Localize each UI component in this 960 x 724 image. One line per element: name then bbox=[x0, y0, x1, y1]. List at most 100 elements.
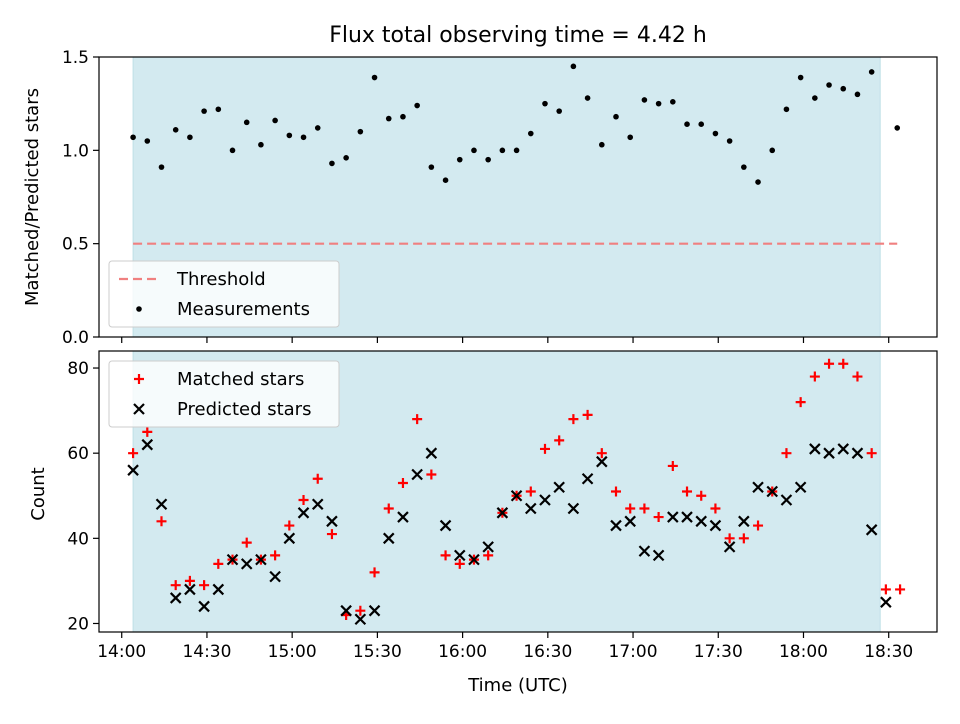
predicted-star-point bbox=[695, 515, 708, 528]
measurement-point bbox=[172, 127, 179, 133]
matched-star-point bbox=[724, 533, 735, 544]
predicted-star-point bbox=[184, 583, 196, 596]
y-tick-label: 1.0 bbox=[62, 141, 89, 161]
predicted-star-point bbox=[269, 570, 281, 583]
matched-star-point bbox=[611, 486, 622, 497]
matched-star-point bbox=[795, 397, 806, 408]
x-tick-label: 15:30 bbox=[353, 642, 402, 662]
measurement-point bbox=[613, 113, 619, 120]
matched-star-point bbox=[383, 503, 394, 514]
predicted-star-point bbox=[397, 511, 409, 523]
predicted-star-point bbox=[212, 583, 225, 596]
predicted-star-point bbox=[752, 481, 764, 494]
measurement-point bbox=[684, 121, 690, 127]
predicted-star-point bbox=[340, 604, 352, 617]
predicted-star-point bbox=[638, 545, 651, 557]
predicted-star-point bbox=[553, 481, 565, 494]
x-axis-label: Time (UTC) bbox=[467, 675, 568, 696]
matched-star-point bbox=[809, 371, 820, 382]
predicted-star-point bbox=[297, 507, 310, 519]
predicted-star-point bbox=[127, 464, 139, 476]
predicted-star-point bbox=[738, 515, 750, 528]
measurement-point bbox=[797, 74, 804, 81]
matched-star-point bbox=[298, 495, 309, 506]
matched-star-point bbox=[582, 409, 593, 420]
predicted-star-point bbox=[354, 613, 367, 626]
matched-star-point bbox=[639, 503, 650, 514]
measurement-point bbox=[243, 119, 250, 126]
measurement-point bbox=[272, 117, 278, 124]
y-tick-label: 40 bbox=[67, 529, 89, 549]
measurement-point bbox=[471, 147, 477, 154]
matched-star-point bbox=[596, 448, 607, 459]
measurement-point bbox=[755, 179, 761, 185]
matched-star-point bbox=[568, 414, 579, 425]
legend-dot-swatch bbox=[136, 306, 142, 312]
measurement-point bbox=[513, 147, 520, 154]
measurement-point bbox=[144, 138, 151, 144]
legend: Matched stars Predicted stars bbox=[108, 360, 340, 428]
y-tick-label: 0.5 bbox=[62, 235, 89, 255]
measurement-point bbox=[854, 91, 861, 98]
x-tick-label: 15:00 bbox=[268, 642, 317, 662]
predicted-star-point bbox=[496, 507, 509, 519]
matched-star-point bbox=[241, 537, 252, 548]
matched-star-point bbox=[667, 460, 678, 471]
measurement-point bbox=[414, 102, 420, 109]
legend-label: Measurements bbox=[177, 299, 310, 320]
matched-star-point bbox=[142, 426, 153, 437]
matched-star-point bbox=[738, 533, 749, 544]
measurement-point bbox=[570, 63, 577, 70]
predicted-star-point bbox=[482, 541, 494, 553]
matched-star-point bbox=[369, 567, 380, 578]
predicted-star-point bbox=[411, 468, 423, 481]
predicted-star-point bbox=[837, 443, 850, 455]
measurement-point bbox=[456, 156, 463, 163]
x-tick-label: 17:30 bbox=[694, 642, 743, 662]
predicted-star-point bbox=[681, 511, 693, 523]
predicted-star-point bbox=[240, 558, 253, 570]
measurement-point bbox=[158, 164, 165, 170]
measurement-point bbox=[584, 95, 591, 101]
predicted-star-point bbox=[169, 592, 182, 604]
predicted-star-point bbox=[610, 519, 622, 532]
legend: Threshold Measurements bbox=[108, 260, 340, 328]
predicted-star-point bbox=[255, 553, 267, 566]
predicted-star-point bbox=[723, 541, 736, 553]
matched-star-point bbox=[199, 580, 210, 591]
measurement-point bbox=[201, 108, 207, 114]
legend-label: Matched stars bbox=[177, 369, 304, 390]
predicted-star-point bbox=[851, 447, 864, 459]
measurement-point bbox=[894, 125, 901, 131]
measurement-point bbox=[527, 130, 534, 137]
matched-star-point bbox=[440, 550, 451, 561]
predicted-star-point bbox=[539, 494, 551, 506]
chart-title: Flux total observing time = 4.42 h bbox=[329, 23, 707, 48]
y-tick-label: 0.0 bbox=[62, 328, 89, 348]
measurement-point bbox=[442, 177, 449, 183]
measurement-point bbox=[286, 132, 293, 139]
matched-star-point bbox=[866, 448, 877, 459]
predicted-star-point bbox=[567, 502, 580, 515]
measurement-point bbox=[840, 85, 847, 92]
measurement-point bbox=[712, 130, 719, 137]
measurement-point bbox=[542, 100, 548, 107]
top-panel-ylabel: Matched/Predicted stars bbox=[22, 88, 43, 306]
predicted-star-point bbox=[226, 553, 239, 566]
predicted-star-point bbox=[780, 494, 793, 506]
matched-star-point bbox=[696, 490, 707, 501]
predicted-star-point bbox=[198, 600, 210, 613]
y-tick-label: 1.5 bbox=[62, 48, 89, 68]
predicted-star-point bbox=[283, 532, 296, 545]
measurement-point bbox=[627, 134, 634, 141]
measurement-point bbox=[343, 155, 349, 161]
x-tick-label: 14:30 bbox=[182, 642, 231, 662]
measurement-point bbox=[599, 141, 605, 148]
matched-star-point bbox=[128, 448, 139, 459]
predicted-star-point bbox=[368, 604, 381, 617]
matched-star-point bbox=[397, 477, 408, 488]
predicted-star-point bbox=[596, 455, 608, 468]
measurement-point bbox=[726, 138, 733, 144]
measurement-point bbox=[769, 147, 776, 154]
measurement-point bbox=[357, 128, 364, 135]
